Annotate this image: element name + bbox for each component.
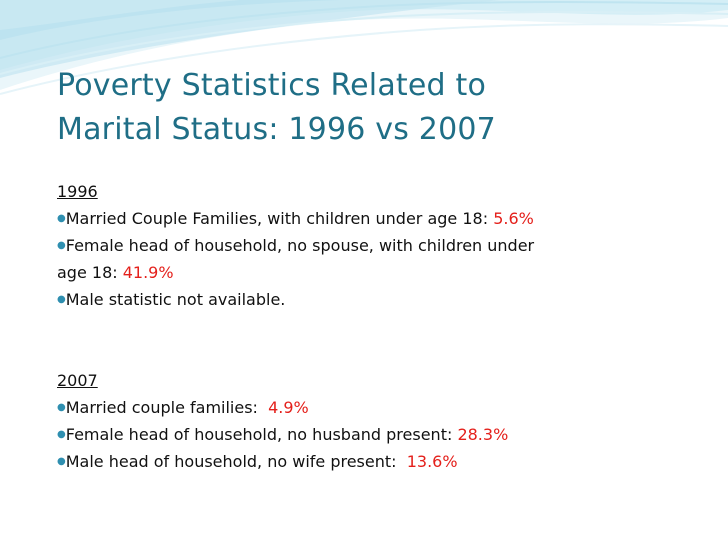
item-value: 4.9% [268, 398, 309, 417]
item-text: Female head of household, no husband pre… [65, 425, 458, 444]
item-text: Married couple families: [65, 398, 269, 417]
slide-title: Poverty Statistics Related to Marital St… [57, 64, 697, 152]
bullet-icon: ● [57, 240, 66, 251]
list-item: ●Married Couple Families, with children … [57, 205, 697, 232]
title-line-2: Marital Status: 1996 vs 2007 [57, 112, 496, 147]
list-item: ●Female head of household, no husband pr… [57, 421, 697, 448]
bullet-icon: ● [57, 456, 66, 467]
item-text: Female head of household, no spouse, wit… [65, 236, 535, 255]
decorative-wave-background [0, 0, 728, 95]
section-label-1996: 1996 [57, 182, 98, 201]
bullet-icon: ● [57, 402, 66, 413]
item-text-continued: age 18: [57, 263, 123, 282]
slide-body: 1996 ●Married Couple Families, with chil… [57, 178, 697, 475]
item-value: 41.9% [122, 263, 174, 282]
item-value: 28.3% [457, 425, 509, 444]
bullet-icon: ● [57, 429, 66, 440]
item-text: Married Couple Families, with children u… [65, 209, 494, 228]
title-line-1: Poverty Statistics Related to [57, 68, 487, 103]
spacer [57, 313, 697, 367]
item-text: Male head of household, no wife present: [65, 452, 407, 471]
bullet-icon: ● [57, 294, 66, 305]
item-text: Male statistic not available. [65, 290, 286, 309]
list-item: ●Female head of household, no spouse, wi… [57, 232, 697, 286]
item-value: 5.6% [493, 209, 534, 228]
section-label-2007: 2007 [57, 371, 98, 390]
list-item: ●Male statistic not available. [57, 286, 697, 313]
item-value: 13.6% [406, 452, 458, 471]
bullet-icon: ● [57, 213, 66, 224]
list-item: ●Married couple families: 4.9% [57, 394, 697, 421]
list-item: ●Male head of household, no wife present… [57, 448, 697, 475]
